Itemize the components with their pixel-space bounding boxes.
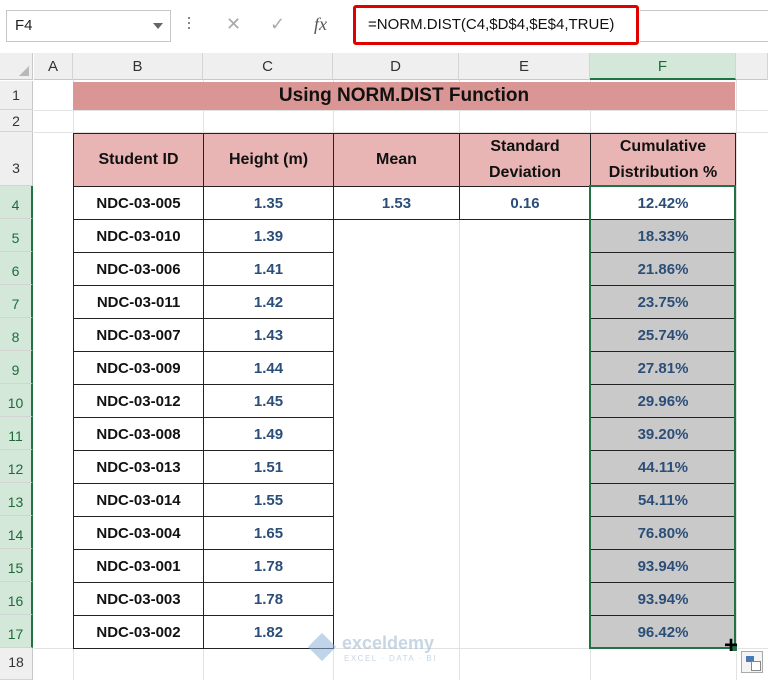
header-cumulative-distribution-line1: Cumulative — [619, 138, 707, 155]
formula-input[interactable]: =NORM.DIST(C4,$D$4,$E$4,TRUE) — [353, 5, 639, 45]
student-id-cell[interactable]: NDC-03-006 — [73, 252, 204, 286]
name-box-value: F4 — [15, 17, 33, 34]
cdf-cell[interactable]: 21.86% — [590, 252, 736, 286]
row-header-8[interactable]: 8 — [0, 318, 33, 351]
sheet-title[interactable]: Using NORM.DIST Function — [73, 82, 735, 110]
row-header-15[interactable]: 15 — [0, 549, 33, 582]
student-id-cell[interactable]: NDC-03-009 — [73, 351, 204, 385]
column-header-f[interactable]: F — [590, 53, 736, 80]
height-cell[interactable]: 1.43 — [203, 318, 334, 352]
gridline — [736, 80, 737, 680]
cdf-cell[interactable]: 27.81% — [590, 351, 736, 385]
height-cell[interactable]: 1.35 — [203, 186, 334, 220]
student-id-cell[interactable]: NDC-03-011 — [73, 285, 204, 319]
insert-function-icon[interactable]: fx — [314, 14, 327, 34]
row-header-13[interactable]: 13 — [0, 483, 33, 516]
student-id-cell[interactable]: NDC-03-003 — [73, 582, 204, 616]
enter-icon[interactable]: ✓ — [270, 14, 286, 34]
row-header-18[interactable]: 18 — [0, 648, 33, 680]
column-header-e[interactable]: E — [459, 53, 590, 80]
height-cell[interactable]: 1.82 — [203, 615, 334, 649]
student-id-cell[interactable]: NDC-03-005 — [73, 186, 204, 220]
gridline — [34, 110, 768, 111]
gridline — [459, 80, 460, 680]
column-header-b[interactable]: B — [73, 53, 203, 80]
watermark-name: exceldemy — [342, 633, 435, 653]
exceldemy-logo-icon — [307, 632, 337, 662]
row-header-14[interactable]: 14 — [0, 516, 33, 549]
column-header-a[interactable]: A — [34, 53, 73, 80]
mean-value-cell[interactable]: 1.53 — [333, 186, 460, 220]
row-header-9[interactable]: 9 — [0, 351, 33, 384]
header-standard-deviation-line1: Standard — [490, 138, 560, 155]
cdf-cell[interactable]: 93.94% — [590, 582, 736, 616]
gridline — [34, 132, 768, 133]
watermark-tagline: EXCEL · DATA · BI — [344, 654, 437, 663]
cdf-cell[interactable]: 96.42% — [590, 615, 736, 649]
chevron-down-icon[interactable] — [153, 23, 163, 29]
height-cell[interactable]: 1.39 — [203, 219, 334, 253]
row-header-7[interactable]: 7 — [0, 285, 33, 318]
crosshair-cursor-icon: + — [724, 632, 739, 659]
row-header-16[interactable]: 16 — [0, 582, 33, 615]
height-cell[interactable]: 1.44 — [203, 351, 334, 385]
header-standard-deviation-line2: Deviation — [488, 164, 561, 181]
header-mean[interactable]: Mean — [333, 133, 460, 187]
header-cumulative-distribution[interactable]: Cumulative Distribution % — [590, 133, 736, 187]
column-header-c[interactable]: C — [203, 53, 333, 80]
student-id-cell[interactable]: NDC-03-002 — [73, 615, 204, 649]
row-header-11[interactable]: 11 — [0, 417, 33, 450]
row-header-1[interactable]: 1 — [0, 81, 33, 110]
header-standard-deviation[interactable]: Standard Deviation — [459, 133, 591, 187]
row-header-3[interactable]: 3 — [0, 132, 33, 186]
height-cell[interactable]: 1.78 — [203, 549, 334, 583]
quick-analysis-icon[interactable] — [741, 651, 763, 673]
cdf-cell[interactable]: 25.74% — [590, 318, 736, 352]
height-cell[interactable]: 1.51 — [203, 450, 334, 484]
student-id-cell[interactable]: NDC-03-013 — [73, 450, 204, 484]
cancel-icon[interactable]: ✕ — [226, 14, 242, 34]
row-header-6[interactable]: 6 — [0, 252, 33, 285]
row-header-5[interactable]: 5 — [0, 219, 33, 252]
student-id-cell[interactable]: NDC-03-001 — [73, 549, 204, 583]
student-id-cell[interactable]: NDC-03-008 — [73, 417, 204, 451]
student-id-cell[interactable]: NDC-03-004 — [73, 516, 204, 550]
height-cell[interactable]: 1.49 — [203, 417, 334, 451]
header-student-id[interactable]: Student ID — [73, 133, 204, 187]
row-header-2[interactable]: 2 — [0, 110, 33, 132]
row-header-10[interactable]: 10 — [0, 384, 33, 417]
row-header-12[interactable]: 12 — [0, 450, 33, 483]
std-value-cell[interactable]: 0.16 — [459, 186, 591, 220]
student-id-cell[interactable]: NDC-03-012 — [73, 384, 204, 418]
header-cumulative-distribution-line2: Distribution % — [608, 164, 718, 181]
row-header-4[interactable]: 4 — [0, 186, 33, 219]
formula-text: =NORM.DIST(C4,$D$4,$E$4,TRUE) — [368, 16, 615, 33]
height-cell[interactable]: 1.41 — [203, 252, 334, 286]
height-cell[interactable]: 1.42 — [203, 285, 334, 319]
column-header-d[interactable]: D — [333, 53, 459, 80]
height-cell[interactable]: 1.78 — [203, 582, 334, 616]
fill-handle[interactable] — [731, 645, 738, 652]
select-all-corner[interactable] — [0, 53, 33, 80]
formula-buttons: ✕ ✓ fx — [210, 10, 348, 42]
height-cell[interactable]: 1.45 — [203, 384, 334, 418]
selection-range-outline — [589, 185, 736, 649]
row-header-17[interactable]: 17 — [0, 615, 33, 648]
column-header-next[interactable] — [736, 53, 768, 80]
name-box[interactable]: F4 — [6, 10, 171, 42]
header-height[interactable]: Height (m) — [203, 133, 334, 187]
exceldemy-watermark: exceldemy EXCEL · DATA · BI — [307, 632, 462, 665]
height-cell[interactable]: 1.65 — [203, 516, 334, 550]
height-cell[interactable]: 1.55 — [203, 483, 334, 517]
student-id-cell[interactable]: NDC-03-014 — [73, 483, 204, 517]
cdf-cell[interactable]: 93.94% — [590, 549, 736, 583]
cdf-cell[interactable]: 76.80% — [590, 516, 736, 550]
formula-input-extension[interactable] — [640, 10, 768, 42]
cdf-cell-active[interactable]: 12.42% — [590, 186, 736, 220]
formula-bar-resize-handle[interactable] — [186, 14, 192, 38]
student-id-cell[interactable]: NDC-03-007 — [73, 318, 204, 352]
gridline — [34, 648, 768, 649]
cdf-cell[interactable]: 23.75% — [590, 285, 736, 319]
student-id-cell[interactable]: NDC-03-010 — [73, 219, 204, 253]
